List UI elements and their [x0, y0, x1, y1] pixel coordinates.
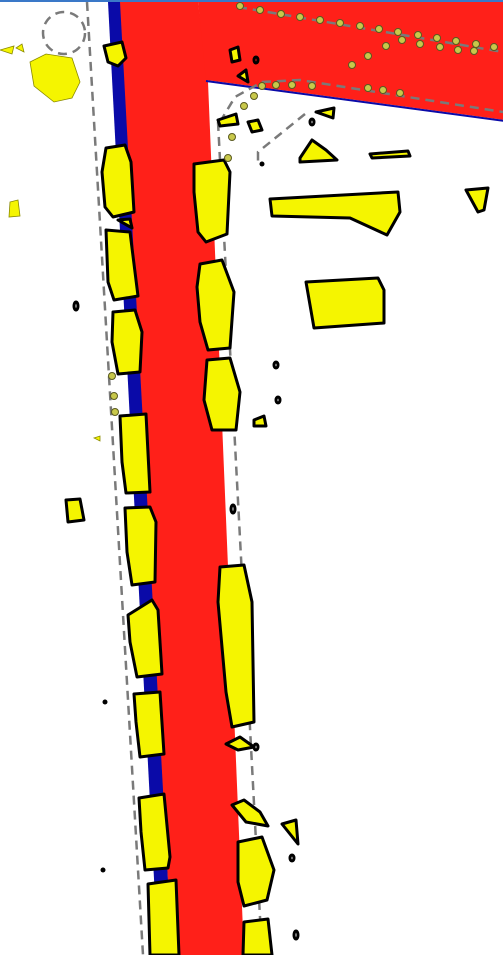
- point-marker[interactable]: [416, 40, 424, 48]
- parking-bay[interactable]: [236, 835, 276, 908]
- point-marker[interactable]: [364, 84, 372, 92]
- point-marker[interactable]: [375, 25, 383, 33]
- marker-dot[interactable]: [259, 161, 265, 167]
- point-marker[interactable]: [490, 43, 498, 51]
- branch-road-edge: [205, 80, 503, 122]
- parking-bay[interactable]: [146, 878, 181, 955]
- small-feature[interactable]: [252, 414, 268, 428]
- roads-layer: [108, 2, 503, 955]
- boundary-corner: [256, 113, 306, 164]
- parking-bay[interactable]: [195, 258, 236, 352]
- parking-bay[interactable]: [202, 356, 242, 432]
- point-marker[interactable]: [277, 10, 285, 18]
- point-marker[interactable]: [472, 40, 480, 48]
- point-marker[interactable]: [111, 408, 119, 416]
- point-marker[interactable]: [398, 36, 406, 44]
- marker-dot[interactable]: [252, 742, 260, 752]
- boundary-left: [85, 2, 145, 955]
- point-marker[interactable]: [296, 13, 304, 21]
- marker-dot[interactable]: [72, 300, 80, 312]
- marker-dot[interactable]: [100, 867, 106, 873]
- small-feature[interactable]: [102, 40, 128, 68]
- point-marker[interactable]: [336, 19, 344, 27]
- small-feature[interactable]: [236, 68, 250, 84]
- parking-bay[interactable]: [241, 917, 274, 955]
- parking-bay[interactable]: [118, 412, 152, 495]
- tiny-dots: [100, 161, 265, 873]
- branch-road[interactable]: [198, 2, 503, 120]
- point-marker[interactable]: [436, 43, 444, 51]
- marker-dot[interactable]: [272, 360, 280, 370]
- marker-dot[interactable]: [229, 503, 237, 515]
- small-feature[interactable]: [246, 118, 264, 134]
- point-marker[interactable]: [433, 34, 441, 42]
- parking-bay[interactable]: [192, 158, 232, 244]
- point-marker[interactable]: [250, 92, 258, 100]
- marker-dot[interactable]: [274, 395, 282, 405]
- boundary-circle: [41, 10, 87, 56]
- point-marker[interactable]: [240, 102, 248, 110]
- building-block[interactable]: [304, 276, 386, 330]
- parking-bay[interactable]: [132, 690, 166, 759]
- small-feature[interactable]: [0, 45, 15, 55]
- parking-bay[interactable]: [216, 563, 256, 729]
- parking-bay[interactable]: [110, 308, 144, 376]
- small-feature[interactable]: [64, 497, 86, 524]
- parking-bay[interactable]: [100, 143, 136, 219]
- point-marker[interactable]: [228, 133, 236, 141]
- parking-bay[interactable]: [123, 505, 158, 587]
- unoutlined-features: [0, 43, 101, 442]
- small-feature[interactable]: [280, 818, 300, 846]
- point-marker[interactable]: [454, 46, 462, 54]
- point-marker[interactable]: [308, 82, 316, 90]
- point-marker[interactable]: [236, 2, 244, 10]
- small-feature[interactable]: [368, 149, 412, 160]
- point-marker[interactable]: [110, 392, 118, 400]
- marker-dot[interactable]: [252, 55, 260, 65]
- point-marker[interactable]: [379, 86, 387, 94]
- marker-dot[interactable]: [102, 699, 108, 705]
- point-marker[interactable]: [224, 154, 232, 162]
- parking-bay[interactable]: [104, 228, 140, 302]
- small-feature[interactable]: [15, 43, 25, 53]
- marker-dot[interactable]: [292, 929, 300, 941]
- point-marker[interactable]: [316, 16, 324, 24]
- point-marker[interactable]: [382, 42, 390, 50]
- point-marker[interactable]: [272, 81, 280, 89]
- point-marker[interactable]: [414, 31, 422, 39]
- features-layer: [64, 40, 490, 955]
- small-feature[interactable]: [464, 186, 490, 214]
- building-long[interactable]: [268, 190, 402, 237]
- marker-dot[interactable]: [288, 853, 296, 863]
- small-feature[interactable]: [216, 112, 240, 128]
- point-marker[interactable]: [452, 37, 460, 45]
- marker-dot[interactable]: [308, 117, 316, 127]
- small-feature[interactable]: [8, 199, 21, 218]
- small-feature[interactable]: [230, 798, 270, 828]
- markers-layer: [72, 55, 316, 941]
- point-marker[interactable]: [470, 47, 478, 55]
- point-marker[interactable]: [364, 52, 372, 60]
- point-marker[interactable]: [394, 28, 402, 36]
- point-marker[interactable]: [288, 81, 296, 89]
- point-marker[interactable]: [256, 6, 264, 14]
- parking-bay[interactable]: [126, 598, 164, 679]
- parking-bay[interactable]: [137, 792, 172, 872]
- point-marker[interactable]: [396, 89, 404, 97]
- point-marker[interactable]: [356, 22, 364, 30]
- point-marker[interactable]: [258, 82, 266, 90]
- small-feature[interactable]: [228, 45, 242, 64]
- point-marker[interactable]: [108, 372, 116, 380]
- boundaries-layer: [41, 2, 503, 955]
- small-feature[interactable]: [314, 106, 336, 120]
- small-feature[interactable]: [29, 53, 81, 103]
- small-feature[interactable]: [116, 217, 134, 230]
- small-feature[interactable]: [92, 435, 101, 442]
- points-layer: [108, 2, 498, 416]
- point-marker[interactable]: [348, 61, 356, 69]
- small-feature[interactable]: [298, 138, 339, 164]
